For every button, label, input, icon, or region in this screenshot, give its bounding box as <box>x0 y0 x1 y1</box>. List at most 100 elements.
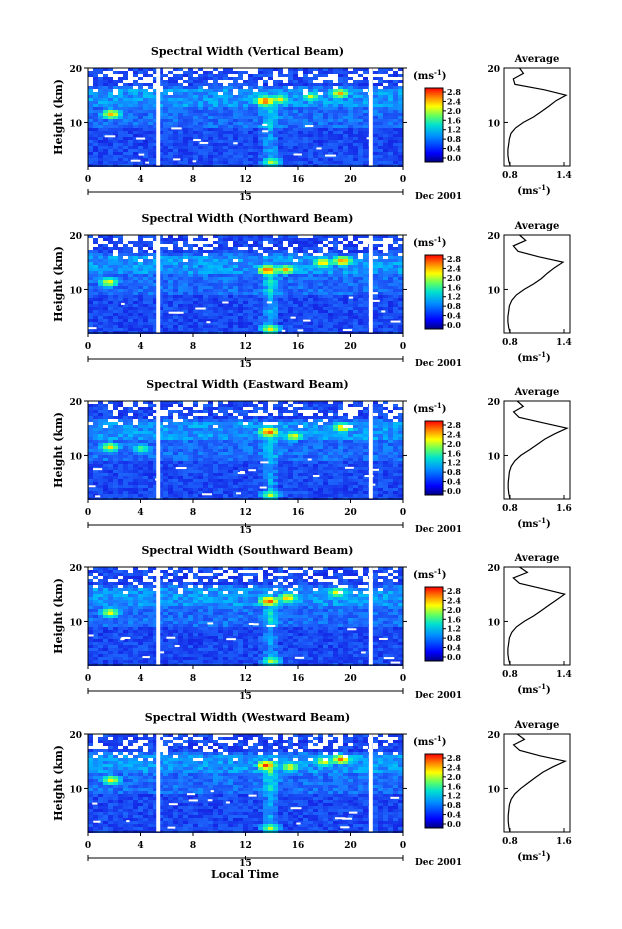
heatmap-cell <box>168 155 173 158</box>
heatmap-cell <box>178 74 183 77</box>
heatmap-cell <box>243 259 248 262</box>
heatmap-cell <box>218 428 223 431</box>
heatmap-cell <box>388 286 393 289</box>
heatmap-cell <box>233 83 238 86</box>
heatmap-cell <box>88 146 93 149</box>
heatmap-cell <box>333 322 338 325</box>
heatmap-cell <box>268 425 273 428</box>
heatmap-cell <box>233 161 238 164</box>
heatmap-cell <box>148 304 153 307</box>
heatmap-cell <box>203 419 208 422</box>
heatmap-cell <box>183 152 188 155</box>
heatmap-cell <box>398 92 403 95</box>
heatmap-cell <box>88 313 93 316</box>
heatmap-cell <box>98 407 103 410</box>
heatmap-cell <box>188 110 193 113</box>
heatmap-cell <box>138 253 143 256</box>
heatmap-cell <box>278 128 283 131</box>
heatmap-cell <box>283 83 288 86</box>
heatmap-cell <box>303 328 308 331</box>
heatmap-cell <box>313 238 318 241</box>
heatmap-cell <box>218 140 223 143</box>
heatmap-cell <box>138 80 143 83</box>
heatmap-cell <box>248 80 253 83</box>
heatmap-cell <box>98 95 103 98</box>
heatmap-cell <box>358 83 363 86</box>
heatmap-cell <box>343 131 348 134</box>
heatmap-cell <box>253 271 258 274</box>
heatmap-cell <box>188 155 193 158</box>
heatmap-cell <box>238 319 243 322</box>
heatmap-cell <box>268 413 273 416</box>
heatmap-cell <box>153 146 158 149</box>
heatmap-cell <box>378 416 383 419</box>
colorbar-tick-label: 1.2 <box>447 292 461 302</box>
x-tick-label: 20 <box>344 342 357 352</box>
heatmap-cell <box>248 422 253 425</box>
heatmap-cell <box>103 143 108 146</box>
heatmap-cell <box>273 410 278 413</box>
heatmap-cell <box>323 295 328 298</box>
heatmap-cell <box>268 158 273 161</box>
heatmap-cell <box>168 250 173 253</box>
heatmap-cell <box>293 155 298 158</box>
heatmap-cell <box>118 68 123 71</box>
heatmap-cell <box>328 310 333 313</box>
heatmap-cell <box>128 74 133 77</box>
heatmap-cell <box>243 74 248 77</box>
heatmap-cell <box>283 310 288 313</box>
heatmap-cell <box>388 419 393 422</box>
heatmap-cell <box>168 407 173 410</box>
heatmap-cell <box>288 107 293 110</box>
heatmap-cell <box>313 68 318 71</box>
heatmap-cell <box>358 92 363 95</box>
heatmap-cell <box>123 428 128 431</box>
heatmap-cell <box>198 247 203 250</box>
heatmap-cell <box>358 310 363 313</box>
heatmap-cell <box>93 401 98 404</box>
heatmap-cell <box>288 92 293 95</box>
heatmap-cell <box>123 80 128 83</box>
missing-data <box>193 139 201 142</box>
heatmap-cell <box>113 107 118 110</box>
heatmap-cell <box>348 122 353 125</box>
heatmap-cell <box>313 265 318 268</box>
heatmap-cell <box>148 404 153 407</box>
heatmap-cell <box>198 241 203 244</box>
heatmap-cell <box>243 238 248 241</box>
heatmap-cell <box>178 101 183 104</box>
heatmap-cell <box>313 428 318 431</box>
heatmap-cell <box>373 422 378 425</box>
heatmap-cell <box>98 116 103 119</box>
heatmap-cell <box>93 140 98 143</box>
heatmap-cell <box>123 401 128 404</box>
heatmap-cell <box>378 413 383 416</box>
heatmap-cell <box>183 256 188 259</box>
missing-data <box>304 125 314 128</box>
heatmap-cell <box>138 155 143 158</box>
heatmap-cell <box>183 419 188 422</box>
heatmap-cell <box>158 295 163 298</box>
heatmap-cell <box>303 292 308 295</box>
heatmap-cell <box>113 122 118 125</box>
heatmap-cell <box>253 316 258 319</box>
heatmap-cell <box>268 259 273 262</box>
heatmap-cell <box>333 283 338 286</box>
heatmap-cell <box>373 322 378 325</box>
heatmap-cell <box>133 155 138 158</box>
heatmap-cell <box>178 410 183 413</box>
heatmap-cell <box>318 77 323 80</box>
heatmap-cell <box>138 86 143 89</box>
heatmap-cell <box>103 68 108 71</box>
heatmap-cell <box>98 152 103 155</box>
heatmap-cell <box>298 307 303 310</box>
heatmap-cell <box>113 259 118 262</box>
heatmap-cell <box>128 295 133 298</box>
heatmap-cell <box>353 307 358 310</box>
heatmap-cell <box>148 238 153 241</box>
heatmap-cell <box>238 289 243 292</box>
heatmap-cell <box>203 241 208 244</box>
heatmap-cell <box>288 241 293 244</box>
heatmap-cell <box>268 322 273 325</box>
heatmap-cell <box>203 113 208 116</box>
